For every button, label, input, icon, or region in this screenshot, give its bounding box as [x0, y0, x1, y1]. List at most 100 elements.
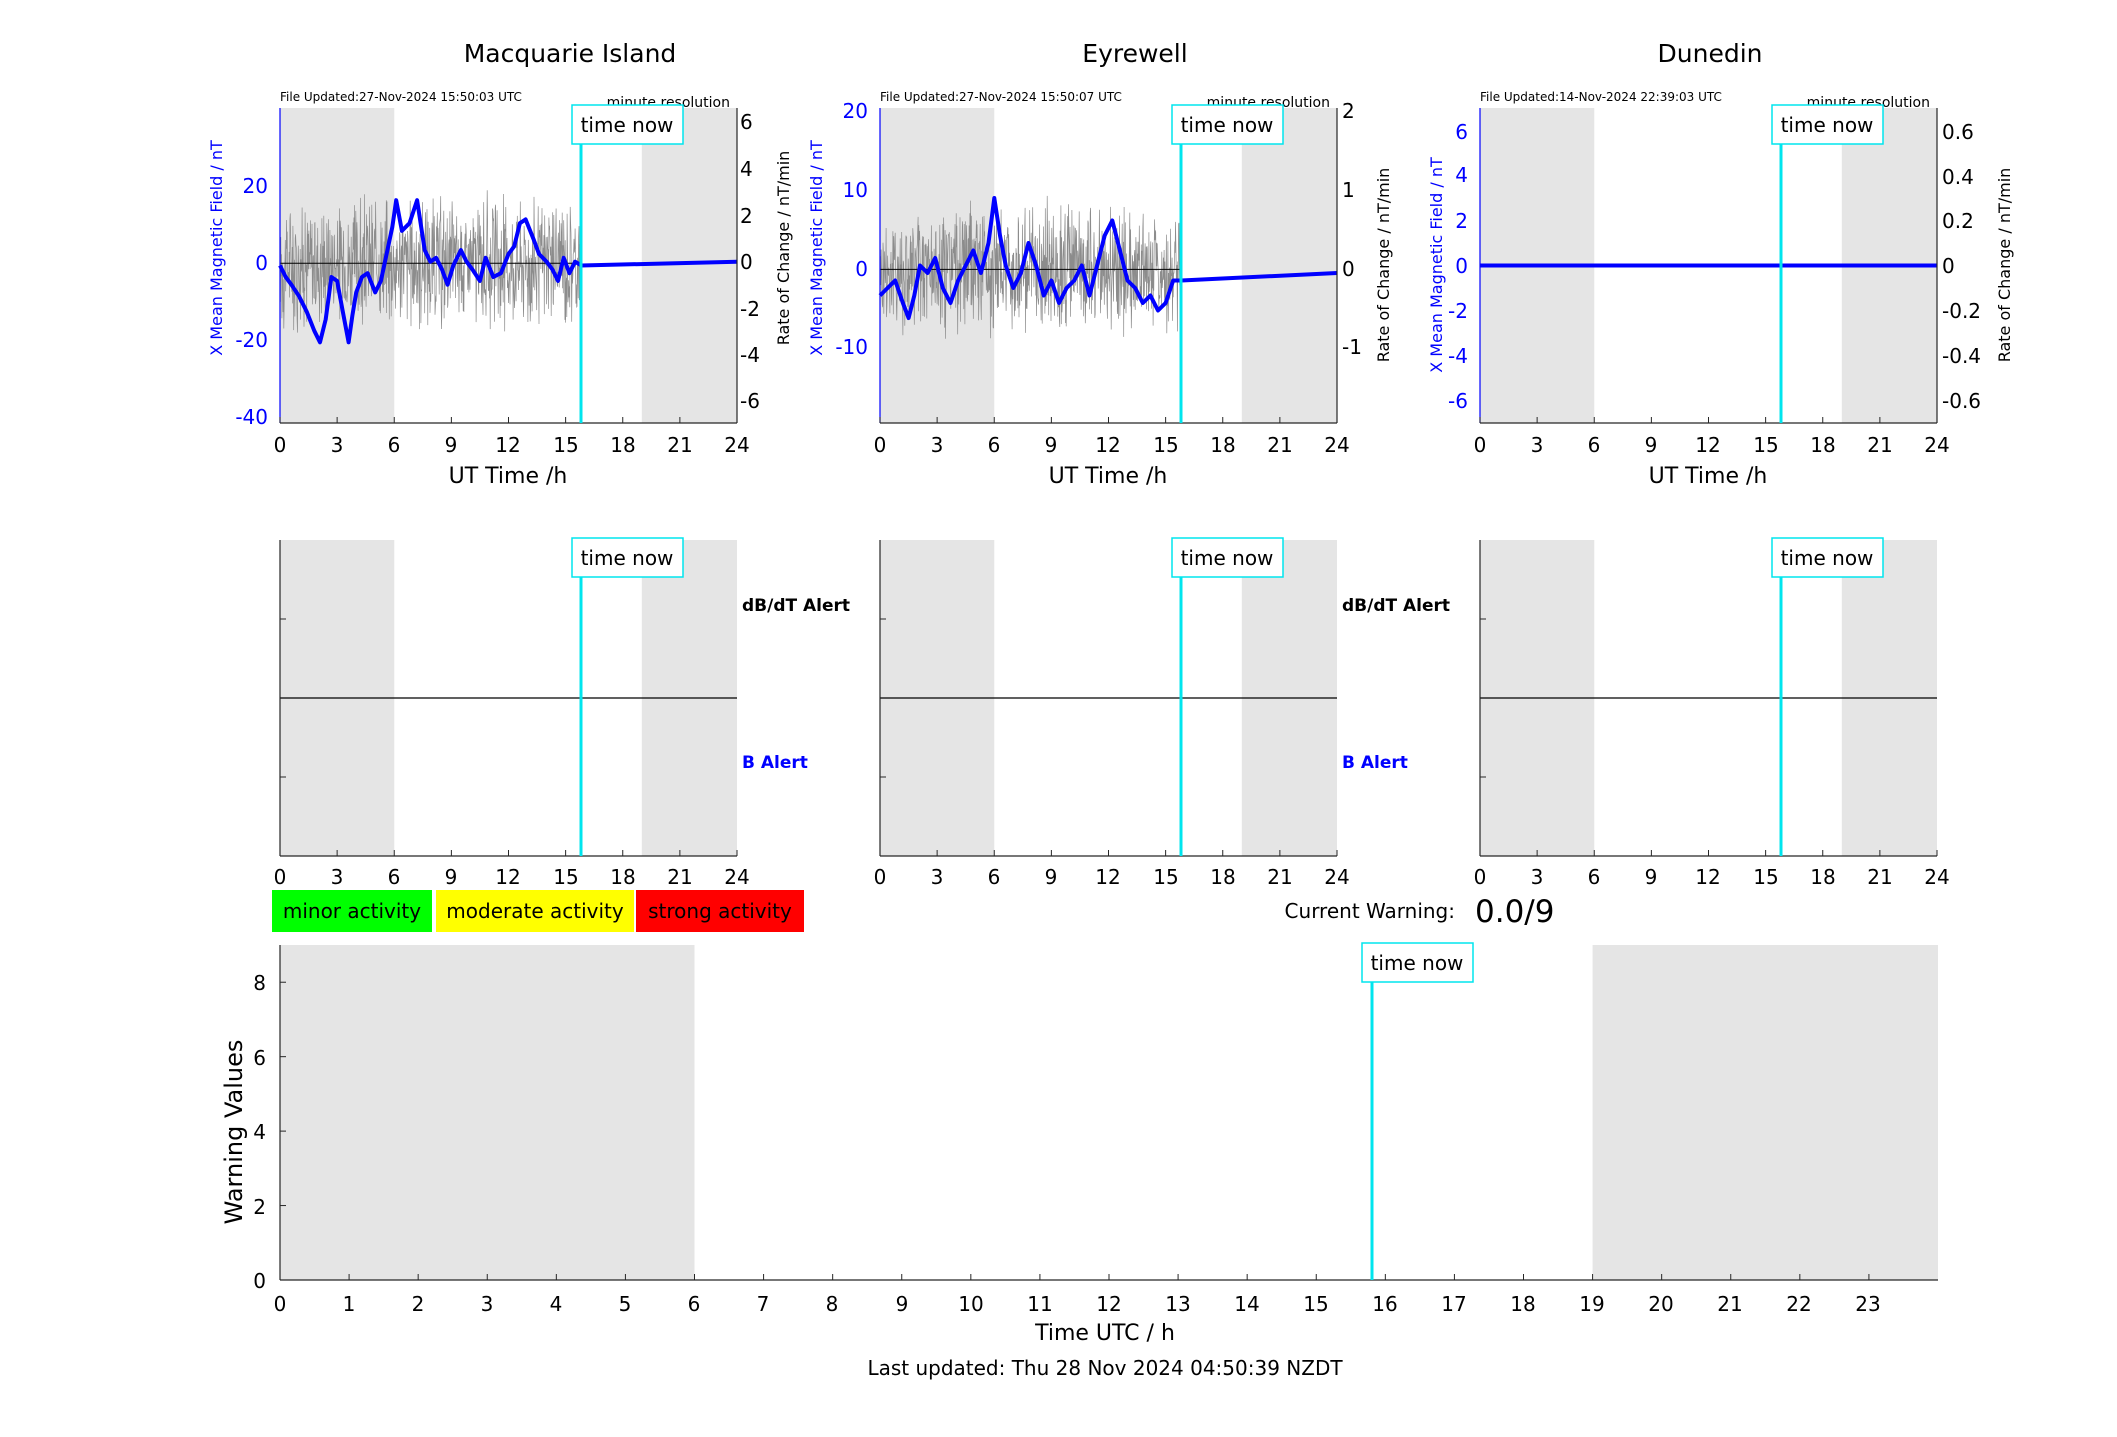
xtick: 3 — [1531, 433, 1544, 457]
left-ytick: -2 — [1448, 299, 1468, 323]
right-ytick: -0.6 — [1942, 389, 1981, 413]
xtick: 18 — [610, 433, 635, 457]
current-warning: Current Warning: 0.0/9 — [1285, 894, 1555, 930]
xtick: 12 — [495, 433, 520, 457]
night-shade-rect — [1592, 945, 1938, 1280]
xtick: 21 — [1867, 865, 1892, 889]
x-axis-label: UT Time /h — [1049, 464, 1168, 489]
right-ytick: 0 — [740, 250, 753, 274]
left-ytick: -10 — [835, 335, 868, 359]
time-now-marker: time now — [1361, 942, 1474, 1280]
right-ytick: 2 — [740, 204, 753, 228]
left-ytick: -6 — [1448, 389, 1468, 413]
b-alert-label: B Alert — [1342, 753, 1408, 773]
magnetic-field-line — [278, 198, 738, 345]
xtick: 9 — [1045, 865, 1058, 889]
xtick: 22 — [1786, 1292, 1811, 1316]
current-warning-label: Current Warning: — [1285, 899, 1455, 923]
x-ticks: 0 3 6 9 12 15 18 21 24 — [274, 865, 750, 889]
xtick: 0 — [274, 1292, 287, 1316]
xtick: 9 — [445, 433, 458, 457]
left-axis-label: X Mean Magnetic Field / nT — [1427, 157, 1446, 373]
b-alert-label: B Alert — [742, 753, 808, 773]
magnetic-field-series — [878, 196, 1338, 320]
legend-label-minor: minor activity — [283, 899, 421, 923]
right-ytick: 0 — [1942, 254, 1955, 278]
xtick: 18 — [1810, 865, 1835, 889]
alert-panel-0: dB/dT Alert B Alert 0 3 6 9 12 15 18 21 … — [274, 537, 850, 889]
left-ytick: 6 — [1455, 120, 1468, 144]
left-ytick: 10 — [843, 178, 868, 202]
x-ticks: 0 3 6 9 12 15 18 21 24 — [874, 865, 1350, 889]
time-now-label: time now — [1181, 546, 1274, 570]
left-ytick: -4 — [1448, 344, 1468, 368]
plot-axes — [279, 945, 1938, 1281]
time-now-marker: time now — [1171, 104, 1284, 423]
xtick: 12 — [1095, 433, 1120, 457]
x-axis-label: Time UTC / h — [1034, 1321, 1175, 1346]
right-axis-label: Rate of Change / nT/min — [1374, 168, 1393, 363]
dbdt-alert-label: dB/dT Alert — [742, 596, 850, 616]
station-panel-macquarie: Macquarie Island File Updated:27-Nov-202… — [207, 39, 793, 489]
xtick: 3 — [331, 865, 344, 889]
xtick: 21 — [667, 865, 692, 889]
left-y-ticks: 20 10 0 -10 — [835, 99, 868, 359]
xtick: 9 — [1645, 865, 1658, 889]
file-updated-text: File Updated:27-Nov-2024 15:50:03 UTC — [280, 90, 522, 104]
right-ytick: -0.4 — [1942, 344, 1981, 368]
left-ytick: 0 — [1455, 254, 1468, 278]
xtick: 23 — [1855, 1292, 1880, 1316]
xtick: 3 — [931, 433, 944, 457]
xtick: 18 — [1810, 433, 1835, 457]
xtick: 24 — [724, 865, 749, 889]
right-axis-label: Rate of Change / nT/min — [1995, 168, 2014, 363]
xtick: 9 — [1045, 433, 1058, 457]
warning-panel: 0 2 4 6 8 0 1 2 3 4 5 6 7 8 9 10 11 12 1… — [220, 942, 1938, 1346]
right-y-ticks: 6 4 2 0 -2 -4 -6 — [740, 110, 760, 413]
xtick: 15 — [1153, 433, 1178, 457]
xtick: 4 — [550, 1292, 563, 1316]
left-y-ticks: 20 0 -20 -40 — [235, 174, 268, 429]
right-ytick: -6 — [740, 389, 760, 413]
xtick: 3 — [481, 1292, 494, 1316]
right-ytick: -1 — [1342, 335, 1362, 359]
ytick: 2 — [253, 1195, 266, 1219]
xtick: 15 — [1303, 1292, 1328, 1316]
ytick: 6 — [253, 1046, 266, 1070]
station-panel-dunedin: Dunedin File Updated:14-Nov-2024 22:39:0… — [1427, 39, 2014, 489]
xtick: 8 — [826, 1292, 839, 1316]
xtick: 0 — [274, 865, 287, 889]
rate-of-change-line — [879, 195, 1182, 339]
right-ytick: -2 — [740, 297, 760, 321]
plot-axes — [1479, 108, 1938, 424]
y-axis-label: Warning Values — [220, 1040, 248, 1225]
xtick: 12 — [1695, 433, 1720, 457]
xtick: 0 — [1474, 433, 1487, 457]
time-now-marker: time now — [571, 537, 684, 856]
xtick: 9 — [445, 865, 458, 889]
xtick: 16 — [1372, 1292, 1397, 1316]
time-now-label: time now — [1181, 113, 1274, 137]
right-ytick: 1 — [1342, 178, 1355, 202]
dbdt-alert-label: dB/dT Alert — [1342, 596, 1450, 616]
alert-panel-2: 0 3 6 9 12 15 18 21 24 time now — [1474, 537, 1950, 889]
alert-panel-1: dB/dT Alert B Alert 0 3 6 9 12 15 18 21 … — [874, 537, 1450, 889]
xtick: 6 — [988, 433, 1001, 457]
xtick: 21 — [1267, 865, 1292, 889]
xtick: 3 — [931, 865, 944, 889]
xtick: 6 — [1588, 433, 1601, 457]
xtick: 15 — [1153, 865, 1178, 889]
right-ytick: -4 — [740, 343, 760, 367]
xtick: 6 — [388, 865, 401, 889]
right-ytick: 4 — [740, 157, 753, 181]
left-ytick: 0 — [855, 257, 868, 281]
xtick: 12 — [1695, 865, 1720, 889]
left-ytick: -20 — [235, 328, 268, 352]
xtick: 9 — [896, 1292, 909, 1316]
right-ytick: 2 — [1342, 99, 1355, 123]
xtick: 6 — [1588, 865, 1601, 889]
panel-title: Eyrewell — [1082, 39, 1187, 68]
xtick: 24 — [1324, 865, 1349, 889]
xtick: 13 — [1165, 1292, 1190, 1316]
